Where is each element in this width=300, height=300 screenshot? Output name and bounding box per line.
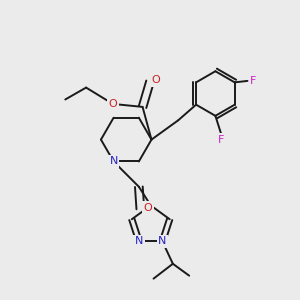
Text: O: O	[143, 202, 152, 212]
Text: N: N	[158, 236, 166, 247]
Text: O: O	[109, 99, 117, 109]
Text: N: N	[110, 157, 118, 166]
Text: F: F	[218, 135, 224, 145]
Text: O: O	[151, 75, 160, 85]
Text: N: N	[135, 236, 143, 247]
Text: F: F	[250, 76, 256, 86]
